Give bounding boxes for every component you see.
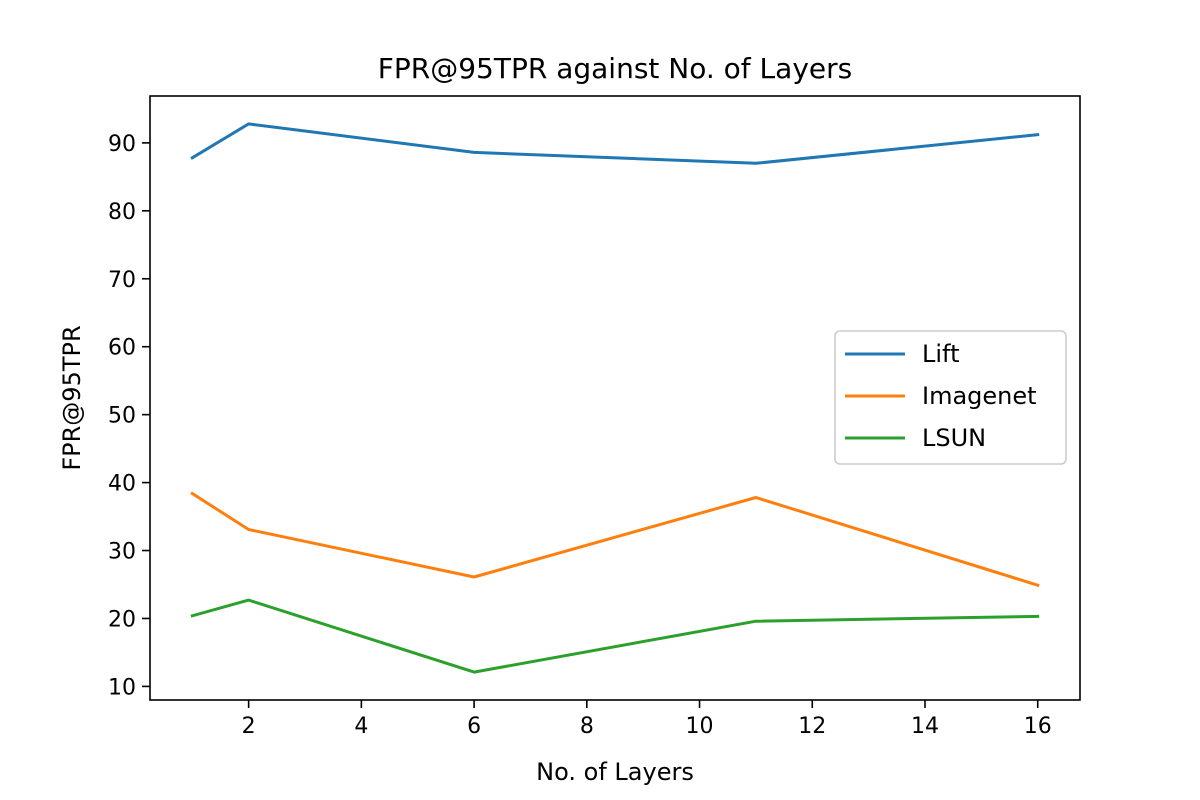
- y-tick-label: 10: [108, 675, 136, 700]
- chart-title: FPR@95TPR against No. of Layers: [378, 52, 852, 85]
- y-tick-label: 80: [108, 200, 136, 225]
- legend-label-imagenet: Imagenet: [922, 382, 1037, 410]
- series-line-lsun: [190, 598, 1040, 674]
- y-tick-label: 20: [108, 607, 136, 632]
- series-line-lift: [190, 122, 1040, 165]
- y-tick-label: 30: [108, 540, 136, 565]
- y-axis: 10 20 30 40 50 60 70 80 90: [108, 132, 150, 700]
- x-tick-label: 2: [242, 714, 256, 739]
- y-tick-label: 60: [108, 336, 136, 361]
- x-tick-label: 10: [686, 714, 714, 739]
- x-tick-label: 4: [354, 714, 368, 739]
- x-tick-label: 6: [467, 714, 481, 739]
- plot-frame: [149, 95, 1081, 701]
- series-line-imagenet: [190, 491, 1040, 588]
- x-tick-label: 8: [580, 714, 594, 739]
- legend-box: [834, 330, 1067, 465]
- legend-label-lsun: LSUN: [922, 424, 986, 452]
- x-tick-label: 14: [911, 714, 939, 739]
- x-axis: 2 4 6 8 10 12 14 16: [242, 700, 1052, 739]
- legend: Lift Imagenet LSUN: [834, 330, 1067, 465]
- y-axis-label: FPR@95TPR: [58, 325, 86, 470]
- x-tick-label: 12: [798, 714, 826, 739]
- x-tick-label: 16: [1024, 714, 1052, 739]
- x-axis-label: No. of Layers: [536, 758, 694, 786]
- y-tick-label: 40: [108, 472, 136, 497]
- y-tick-label: 50: [108, 404, 136, 429]
- y-tick-label: 90: [108, 132, 136, 157]
- series-lines: [190, 122, 1040, 674]
- y-tick-label: 70: [108, 268, 136, 293]
- legend-label-lift: Lift: [922, 340, 959, 368]
